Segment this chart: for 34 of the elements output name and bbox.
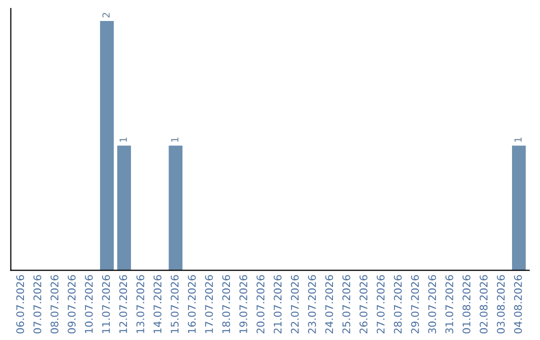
x-tick-label: 26.07.2026 (360, 275, 368, 334)
x-tick-label: 09.07.2026 (68, 275, 76, 334)
x-tick-label: 29.07.2026 (411, 275, 419, 334)
x-tick-label: 23.07.2026 (308, 275, 316, 334)
x-tick-label: 07.07.2026 (33, 275, 42, 334)
x-tick-label: 21.07.2026 (274, 275, 282, 334)
x-tick-label: 20.07.2026 (256, 275, 264, 334)
data-label: 1 (120, 138, 127, 142)
x-tick-label: 28.07.2026 (394, 275, 402, 334)
x-tick-label: 04.08.2026 (514, 275, 522, 334)
x-tick-label: 06.07.2026 (16, 275, 24, 334)
x-tick-label: 02.08.2026 (480, 275, 488, 334)
x-tick-label: 22.07.2026 (290, 275, 299, 334)
x-tick-label: 25.07.2026 (342, 275, 350, 334)
x-tick-label: 11.07.2026 (102, 275, 110, 333)
x-tick-label: 16.07.2026 (188, 275, 196, 333)
data-label: 1 (514, 138, 522, 142)
x-tick-label: 13.07.2026 (136, 275, 144, 333)
x-tick-label: 08.07.2026 (50, 275, 58, 334)
x-tick-label: 18.07.2026 (222, 275, 230, 333)
x-tick-label: 12.07.2026 (119, 275, 128, 333)
x-tick-label: 19.07.2026 (239, 275, 248, 333)
x-tick-label: 03.08.2026 (496, 275, 505, 334)
data-label: 2 (102, 12, 110, 18)
x-tick-label: 30.07.2026 (428, 275, 436, 334)
x-tick-label: 14.07.2026 (154, 275, 162, 333)
x-tick-label: 10.07.2026 (84, 275, 93, 333)
x-tick-label: 15.07.2026 (170, 275, 179, 333)
x-tick-label: 24.07.2026 (325, 275, 334, 334)
x-tick-label: 31.07.2026 (445, 275, 454, 334)
x-tick-label: 17.07.2026 (205, 275, 213, 333)
x-tick-label: 27.07.2026 (376, 275, 385, 334)
data-label: 1 (171, 138, 178, 142)
x-tick-label: 01.08.2026 (462, 275, 470, 334)
